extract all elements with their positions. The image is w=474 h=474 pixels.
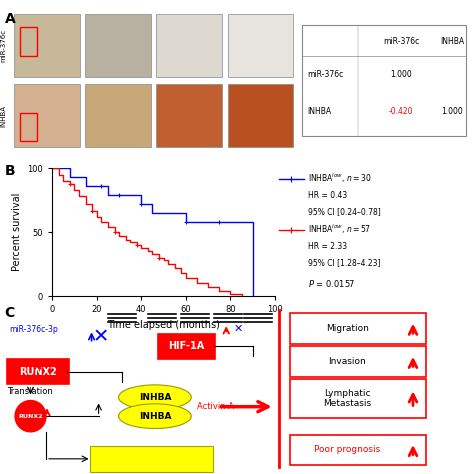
Bar [85,84,151,147]
Text: Invasion: Invasion [328,357,366,366]
Bar [19,112,37,141]
Bar [14,84,80,147]
Text: HR = 0.43: HR = 0.43 [308,191,347,200]
FancyBboxPatch shape [90,446,213,472]
Bar [228,15,293,77]
Text: INHBA: INHBA [0,105,7,127]
Text: INHBA: INHBA [139,393,171,401]
Bar [14,15,80,77]
Text: INHBA: INHBA [307,107,331,116]
Text: INHBA$^{low}$, $n$ = 57: INHBA$^{low}$, $n$ = 57 [308,223,371,237]
Ellipse shape [118,385,191,410]
Text: ✕: ✕ [93,327,109,346]
Text: miR-376c: miR-376c [307,70,343,79]
Text: Poor prognosis: Poor prognosis [314,446,381,454]
Text: HIF-1A: HIF-1A [168,341,205,352]
Bar [156,15,222,77]
Text: miR-376c-3p: miR-376c-3p [9,325,58,334]
Text: 95% CI [1.28–4.23]: 95% CI [1.28–4.23] [308,258,381,267]
Text: miR-376c: miR-376c [0,28,7,62]
Text: HR = 2.33: HR = 2.33 [308,242,347,251]
X-axis label: Time elapsed (months): Time elapsed (months) [107,320,220,330]
Circle shape [15,401,46,432]
Y-axis label: Percent survival: Percent survival [12,193,22,272]
Bar [228,84,293,147]
Text: -0.420: -0.420 [389,107,413,116]
Text: Lymphatic
Metastasis: Lymphatic Metastasis [323,389,371,408]
Text: Activin A: Activin A [197,402,234,411]
Text: B: B [5,164,15,178]
Text: 1.000: 1.000 [441,107,463,116]
Text: $P$ = 0.0157: $P$ = 0.0157 [308,278,356,289]
Text: miR-376c: miR-376c [383,36,419,46]
FancyBboxPatch shape [158,334,215,359]
Text: C: C [5,306,15,320]
Text: RUNX2: RUNX2 [18,414,43,419]
Bar [19,27,37,56]
Bar [85,15,151,77]
FancyBboxPatch shape [290,435,426,465]
FancyBboxPatch shape [290,346,426,377]
Text: 95% CI [0.24–0.78]: 95% CI [0.24–0.78] [308,207,381,216]
Text: A: A [5,12,16,26]
Text: INHBA: INHBA [139,412,171,420]
Text: INHBA$^{low}$, $n$ = 30: INHBA$^{low}$, $n$ = 30 [308,172,372,185]
Text: ✕: ✕ [234,323,243,334]
Ellipse shape [118,404,191,428]
Text: 1.000: 1.000 [390,70,412,79]
Text: INHBA: INHBA [440,36,464,46]
FancyBboxPatch shape [7,359,69,384]
Text: Migration: Migration [326,324,369,333]
Text: RUNX2: RUNX2 [19,366,57,377]
FancyBboxPatch shape [290,313,426,344]
FancyBboxPatch shape [290,379,426,418]
Text: Translation: Translation [7,387,53,395]
Bar [156,84,222,147]
